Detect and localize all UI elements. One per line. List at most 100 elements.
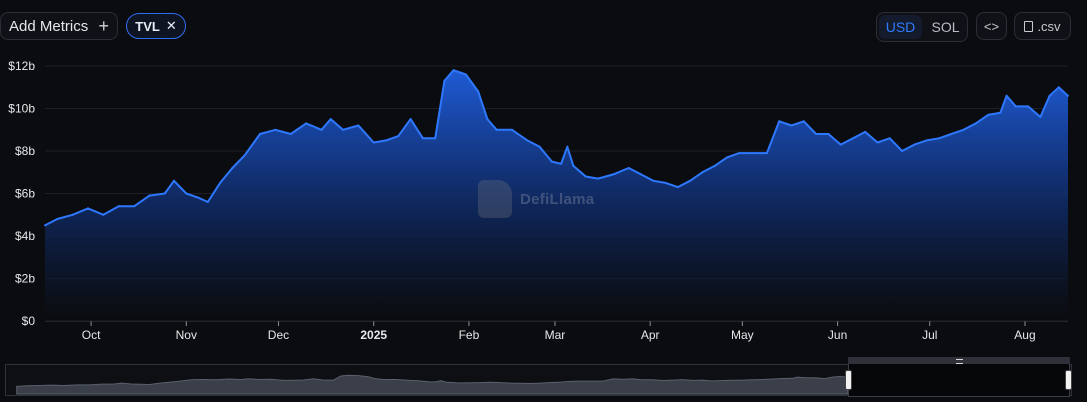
code-icon: <> — [983, 18, 1000, 34]
x-tick-label: Jul — [922, 328, 937, 342]
watermark-text: DefiLlama — [520, 190, 595, 208]
tvl-data-point — [888, 137, 891, 140]
tvl-data-point — [495, 128, 498, 131]
x-tick-label: Feb — [459, 328, 480, 342]
tvl-data-point — [526, 139, 529, 142]
tvl-data-point — [864, 130, 867, 133]
tvl-data-point — [738, 152, 741, 155]
tvl-data-point — [815, 133, 818, 135]
currency-option-usd[interactable]: USD — [879, 15, 922, 39]
tvl-data-point — [987, 113, 990, 116]
tvl-data-point — [640, 173, 642, 176]
metric-chip-tvl[interactable]: TVL ✕ — [126, 13, 186, 39]
tvl-data-point — [664, 181, 667, 184]
tvl-data-point — [584, 175, 587, 178]
tvl-data-point — [44, 224, 46, 227]
tvl-data-point — [627, 167, 630, 169]
tvl-data-point — [974, 122, 977, 125]
brush-handle-left[interactable] — [845, 370, 852, 390]
currency-toggle: USD SOL — [876, 12, 968, 42]
tvl-data-point — [876, 141, 879, 144]
add-metrics-label: Add Metrics — [9, 17, 89, 35]
tvl-data-point — [538, 145, 541, 148]
tvl-data-point — [950, 133, 953, 135]
y-axis: $0 $2b $4b $6b $8b $10b $12b — [8, 59, 35, 328]
x-tick-label: 2025 — [360, 328, 387, 342]
y-tick-label: $10b — [8, 102, 35, 116]
tvl-data-point — [197, 196, 200, 199]
tvl-data-point — [572, 164, 575, 167]
y-tick-label: $12b — [8, 59, 35, 73]
tvl-data-point — [1039, 116, 1042, 118]
tvl-data-point — [652, 179, 655, 182]
tvl-data-point — [452, 69, 455, 72]
currency-option-sol[interactable]: SOL — [931, 19, 960, 35]
grip-icon — [956, 359, 963, 364]
tvl-data-point — [372, 141, 375, 144]
tvl-data-point — [289, 133, 292, 135]
defillama-logo-icon — [478, 180, 512, 218]
tvl-line — [44, 69, 1069, 227]
tvl-data-point — [342, 128, 344, 131]
csv-download-button[interactable]: .csv — [1014, 12, 1071, 40]
tvl-data-point — [566, 145, 569, 148]
embed-button[interactable]: <> — [976, 12, 1007, 40]
close-icon[interactable]: ✕ — [165, 18, 177, 33]
csv-label: .csv — [1037, 18, 1061, 34]
tvl-data-point — [486, 118, 489, 121]
tvl-data-point — [676, 186, 679, 189]
tvl-area — [45, 70, 1068, 321]
tvl-data-point — [1057, 86, 1060, 89]
x-tick-label: Dec — [268, 328, 289, 342]
tvl-data-point — [901, 150, 904, 152]
tvl-data-point — [550, 160, 553, 163]
x-tick-label: Nov — [176, 328, 197, 342]
add-metrics-button[interactable]: Add Metrics + — [0, 12, 118, 40]
tvl-data-point — [1005, 94, 1008, 97]
tvl-data-point — [597, 177, 599, 180]
tvl-data-point — [778, 120, 781, 123]
tvl-data-point — [409, 118, 412, 121]
x-tick-label: Mar — [545, 328, 566, 342]
tvl-data-point — [790, 124, 793, 127]
tvl-data-point — [753, 152, 756, 155]
tvl-data-point — [102, 213, 105, 216]
tvl-data-point — [999, 111, 1002, 114]
tvl-data-point — [1027, 105, 1030, 108]
tvl-data-point — [765, 152, 768, 155]
tvl-data-point — [852, 137, 854, 140]
tvl-data-point — [274, 128, 277, 131]
toolbar: Add Metrics + TVL ✕ USD SOL <> .csv — [0, 8, 1087, 44]
tvl-data-point — [56, 218, 59, 220]
x-tick-label: Aug — [1014, 328, 1035, 342]
tvl-data-point — [434, 137, 437, 140]
watermark: DefiLlama — [478, 180, 594, 218]
tvl-data-point — [612, 173, 615, 176]
tvl-data-point — [839, 143, 842, 146]
tvl-data-point — [185, 192, 188, 195]
tvl-data-point — [726, 156, 728, 159]
tvl-data-point — [938, 137, 940, 140]
file-icon — [1024, 20, 1034, 32]
y-tick-label: $0 — [22, 314, 36, 328]
y-tick-label: $4b — [15, 229, 35, 243]
tvl-data-point — [357, 124, 360, 127]
tvl-data-point — [133, 205, 136, 208]
tvl-data-point — [1067, 94, 1069, 97]
tvl-data-point — [397, 135, 400, 138]
tvl-data-point — [87, 207, 89, 210]
y-tick-label: $6b — [15, 187, 35, 201]
brush-preview-area — [16, 374, 848, 395]
tvl-data-point — [560, 162, 563, 165]
tvl-data-point — [421, 137, 424, 140]
tvl-data-point — [243, 154, 246, 157]
tvl-data-point — [477, 90, 480, 93]
tvl-data-point — [385, 139, 387, 142]
tvl-data-point — [329, 118, 332, 121]
brush-handle-right[interactable] — [1065, 370, 1072, 390]
brush-drag-bar[interactable] — [848, 357, 1070, 364]
tvl-data-point — [913, 143, 916, 146]
y-tick-label: $2b — [15, 272, 35, 286]
tvl-data-point — [511, 128, 513, 131]
